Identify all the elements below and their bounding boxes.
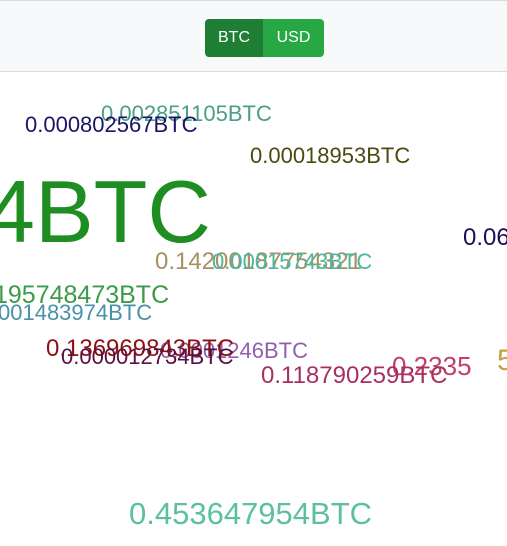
amount-label: 001483974BTC	[0, 300, 153, 325]
amount-label: 4BTC	[0, 162, 211, 261]
currency-toggle: BTC USD	[205, 19, 324, 57]
amount-label: 195748473BTC	[0, 281, 170, 309]
amount-label: 0.118790259BTC	[261, 362, 448, 389]
amount-label: 0.00015743BTC	[212, 249, 373, 274]
amount-label: 5	[497, 344, 507, 377]
amount-label: 0.06	[463, 224, 507, 251]
amount-label: 0.0001246BTC	[160, 338, 308, 363]
amount-label: 0.453647954BTC	[129, 496, 373, 531]
amount-label: 0.000012734BTC	[61, 344, 234, 369]
amount-label: 0.00018953BTC	[250, 143, 411, 168]
btc-button[interactable]: BTC	[205, 19, 263, 57]
amount-label: 0.136969843BTC	[46, 335, 235, 362]
amount-label: 0.2335	[392, 351, 472, 381]
amount-label: 0.14200187754321	[155, 248, 362, 275]
usd-button[interactable]: USD	[263, 19, 324, 57]
amount-label: 0.002851105BTC	[101, 101, 272, 126]
top-toolbar: BTC USD	[0, 0, 507, 72]
amount-label: 0.000802567BTC	[25, 112, 198, 137]
